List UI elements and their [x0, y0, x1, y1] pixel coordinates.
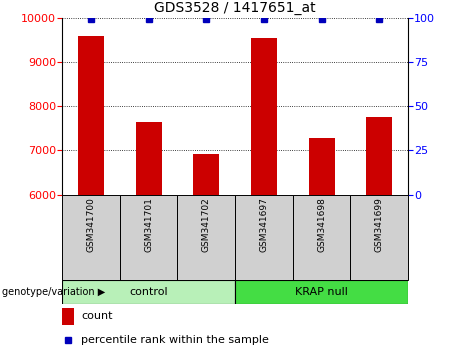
Bar	[235, 195, 293, 280]
Bar	[308, 138, 335, 195]
Bar	[78, 36, 104, 195]
Bar	[62, 195, 120, 280]
Bar	[350, 195, 408, 280]
Bar	[235, 280, 408, 304]
Bar	[251, 39, 277, 195]
Bar	[366, 117, 392, 195]
Text: GSM341701: GSM341701	[144, 197, 153, 252]
Bar	[136, 122, 162, 195]
Bar	[193, 154, 219, 195]
Bar	[62, 308, 74, 325]
Text: count: count	[81, 312, 113, 321]
Bar	[177, 195, 235, 280]
Text: GSM341698: GSM341698	[317, 197, 326, 252]
Text: control: control	[130, 287, 168, 297]
Text: percentile rank within the sample: percentile rank within the sample	[81, 335, 269, 346]
Text: GSM341702: GSM341702	[202, 197, 211, 252]
Bar	[62, 280, 235, 304]
Title: GDS3528 / 1417651_at: GDS3528 / 1417651_at	[154, 1, 316, 15]
Text: GSM341700: GSM341700	[87, 197, 95, 252]
Bar	[293, 195, 350, 280]
Text: GSM341699: GSM341699	[375, 197, 384, 252]
Bar	[120, 195, 177, 280]
Text: genotype/variation ▶: genotype/variation ▶	[2, 287, 106, 297]
Text: GSM341697: GSM341697	[260, 197, 268, 252]
Text: KRAP null: KRAP null	[295, 287, 348, 297]
